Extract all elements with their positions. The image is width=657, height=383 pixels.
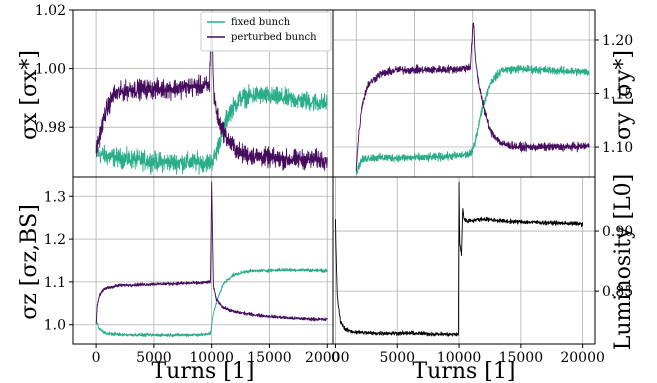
xtick-label: 15000 [247, 350, 292, 366]
ytick-label: 1.3 [44, 189, 66, 205]
x-axis-label: Turns [1] [413, 359, 516, 383]
xtick-label: 0 [331, 350, 340, 366]
ytick-label: 0.90 [602, 224, 633, 240]
ytick-label: 1.15 [602, 87, 633, 103]
xtick-label: 20000 [305, 350, 350, 366]
ytick-label: 1.02 [35, 3, 66, 19]
ytick-label: 1.1 [44, 275, 66, 291]
y-axis-label: σy [σy*] [611, 50, 636, 140]
xtick-label: 5000 [379, 350, 415, 366]
ytick-label: 1.0 [44, 318, 66, 334]
series-line-fixed-bunch [355, 64, 590, 175]
ytick-label: 0.85 [602, 284, 633, 300]
y-axis-label: σx [σx*] [17, 50, 42, 140]
ytick-label: 1.2 [44, 232, 66, 248]
ytick-label: 1.00 [35, 62, 66, 78]
axes-frame [332, 176, 596, 345]
legend-box [200, 11, 332, 52]
ytick-label: 1.10 [602, 140, 633, 156]
x-axis-label: Turns [1] [152, 359, 255, 383]
legend-entry: fixed bunch [231, 17, 291, 28]
series-line-perturbed-bunch [355, 22, 590, 172]
ytick-label: 1.20 [602, 33, 633, 49]
series-line-fixed-bunch [95, 84, 328, 175]
xtick-label: 10000 [189, 350, 234, 366]
xtick-label: 5000 [136, 350, 172, 366]
ytick-label: 0.98 [35, 120, 66, 136]
panel-sigma-z: 1.0 1.1 1.2 1.3 0 5000 10000 15000 20000 Turns [1… [17, 176, 350, 383]
xtick-label: 0 [92, 350, 101, 366]
series-line-luminosity [335, 181, 584, 337]
panel-luminosity: 0.85 0.90 0 5000 10000 15000 20000 Turns [1] Lum… [331, 174, 636, 383]
y-axis-label: σz [σz,BS] [17, 204, 42, 320]
series-line-fixed-bunch [95, 267, 328, 338]
xtick-label: 20000 [560, 350, 605, 366]
xtick-label: 15000 [499, 350, 544, 366]
y-axis-label: Luminosity [L0] [611, 174, 636, 350]
series-line-perturbed-bunch [95, 181, 328, 324]
xtick-label: 10000 [437, 350, 482, 366]
legend-entry: perturbed bunch [231, 32, 317, 43]
chart-legend: fixed bunch perturbed bunch [200, 11, 332, 52]
